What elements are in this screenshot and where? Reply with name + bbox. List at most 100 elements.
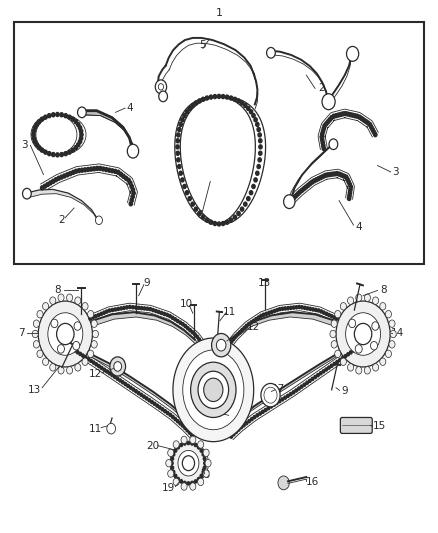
Circle shape [348,182,351,187]
Circle shape [346,177,349,181]
Circle shape [344,111,347,116]
Circle shape [290,306,292,310]
Polygon shape [226,312,335,346]
Circle shape [140,393,143,397]
Circle shape [71,171,75,174]
Circle shape [322,147,325,150]
Circle shape [182,322,184,326]
Circle shape [346,46,359,61]
Circle shape [349,188,352,192]
Circle shape [349,112,352,117]
Circle shape [314,308,317,311]
Circle shape [184,481,186,484]
Circle shape [87,358,90,361]
Circle shape [122,174,125,178]
Circle shape [339,112,343,116]
Circle shape [57,324,74,345]
Circle shape [32,129,35,133]
Circle shape [33,126,36,130]
Ellipse shape [183,350,244,430]
Circle shape [43,184,46,188]
Circle shape [80,133,83,136]
Circle shape [304,185,308,189]
Circle shape [33,140,36,143]
Circle shape [350,351,352,354]
Circle shape [258,133,261,137]
Circle shape [247,107,250,110]
Circle shape [198,338,201,341]
FancyBboxPatch shape [14,22,424,264]
Circle shape [114,308,117,311]
Circle shape [68,115,71,119]
Circle shape [317,374,319,377]
Circle shape [173,478,179,486]
Circle shape [349,185,353,189]
Circle shape [172,443,205,483]
Text: 10: 10 [227,409,240,419]
Circle shape [243,424,245,427]
Circle shape [75,297,81,304]
Circle shape [163,312,166,316]
Circle shape [261,383,280,407]
Circle shape [328,313,330,317]
Circle shape [322,311,325,314]
Circle shape [137,306,140,310]
Circle shape [131,195,134,199]
Circle shape [40,148,44,152]
Circle shape [213,94,217,99]
Circle shape [166,313,169,317]
Circle shape [60,175,63,179]
Circle shape [237,428,240,431]
Circle shape [320,135,323,139]
Text: 20: 20 [146,441,159,451]
Circle shape [342,112,345,116]
Circle shape [321,141,325,145]
Circle shape [132,191,135,195]
Circle shape [325,122,328,126]
Circle shape [198,212,201,215]
Circle shape [245,324,248,327]
Circle shape [243,326,246,329]
Circle shape [330,330,336,338]
Circle shape [340,303,346,310]
Circle shape [331,172,334,176]
Circle shape [177,133,180,137]
Circle shape [209,220,212,224]
Circle shape [51,319,58,328]
Circle shape [148,399,151,402]
Circle shape [143,307,146,310]
Circle shape [52,152,55,157]
Circle shape [117,170,120,174]
Circle shape [40,117,44,121]
Circle shape [183,114,186,118]
Circle shape [35,123,38,126]
Circle shape [278,476,289,490]
Circle shape [373,297,379,304]
Circle shape [56,112,59,117]
Circle shape [190,483,196,490]
Circle shape [311,180,314,184]
Circle shape [390,330,396,338]
Circle shape [181,178,184,182]
Circle shape [328,366,330,369]
Circle shape [265,312,268,316]
Circle shape [198,371,229,408]
Circle shape [332,114,336,118]
Circle shape [66,173,69,177]
Circle shape [172,415,174,418]
Circle shape [322,126,325,131]
Circle shape [74,119,78,124]
Circle shape [187,482,190,485]
Circle shape [338,172,341,176]
Circle shape [212,334,231,357]
Circle shape [372,322,379,330]
Circle shape [174,449,177,452]
Circle shape [298,387,300,390]
Circle shape [171,457,173,461]
Circle shape [95,166,99,171]
Circle shape [178,450,199,476]
Circle shape [200,449,203,452]
Circle shape [226,345,229,348]
Circle shape [250,321,253,324]
Circle shape [176,145,179,149]
